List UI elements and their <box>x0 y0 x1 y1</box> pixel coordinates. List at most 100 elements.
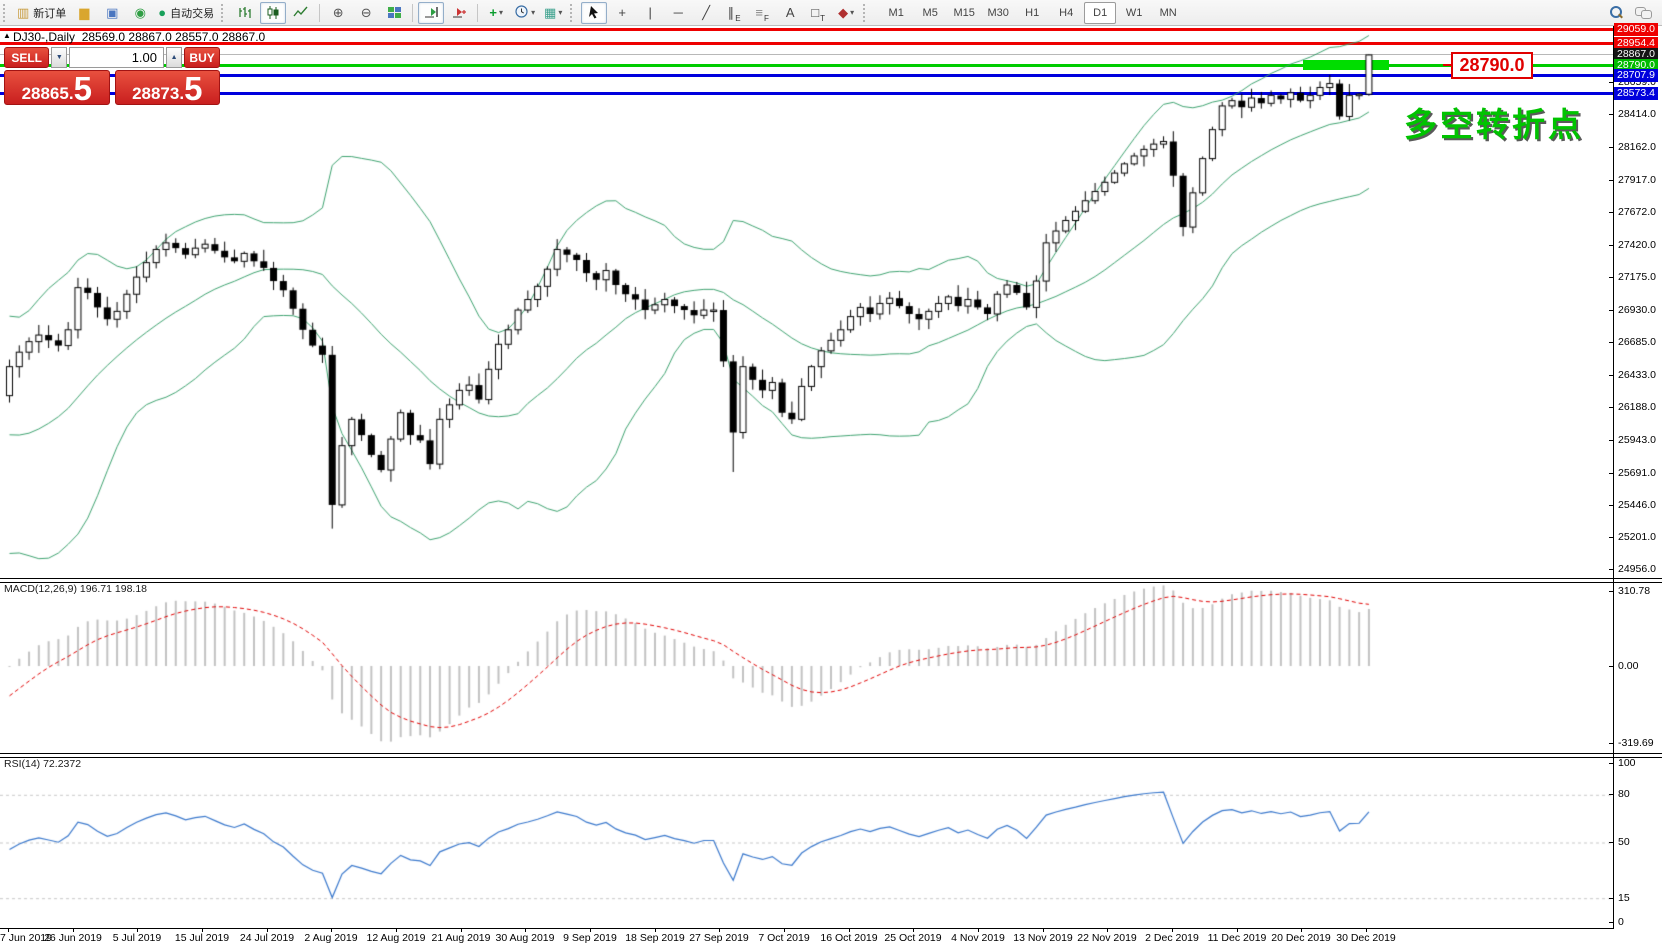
date-label: 20 Dec 2019 <box>1271 932 1331 944</box>
text-annotation[interactable]: 多空转折点 <box>1404 106 1584 143</box>
date-label: 30 Dec 2019 <box>1336 932 1396 944</box>
price-line-label-28867.0: 28867.0 <box>1614 48 1658 62</box>
crosshair-button[interactable]: + <box>609 2 635 24</box>
timeframe-button-M5[interactable]: M5 <box>922 6 938 19</box>
search-icon <box>1608 5 1624 21</box>
signals-button[interactable]: ◉ <box>127 2 153 24</box>
arrows-button[interactable]: ◆ ▾ <box>833 2 859 24</box>
zoom-out-button[interactable]: ⊖ <box>353 2 379 24</box>
date-label: 9 Sep 2019 <box>563 932 617 944</box>
date-tick-mark <box>1172 929 1173 932</box>
timeframe-button-H4[interactable]: H4 <box>1059 6 1074 19</box>
channel-button[interactable]: ∥ E <box>721 2 747 24</box>
date-tick-mark <box>267 929 268 932</box>
chat-button[interactable] <box>1631 2 1657 24</box>
timeframe-button-H1[interactable]: H1 <box>1025 6 1040 19</box>
auto-scroll-button[interactable] <box>418 1 445 24</box>
toolbar-right <box>1602 2 1658 24</box>
bid-price-box[interactable]: 28865. 5 <box>4 70 110 105</box>
price-tick-26433.0: 26433.0 <box>1609 369 1656 382</box>
date-label: 11 Dec 2019 <box>1207 932 1267 944</box>
data-window-button[interactable]: ▣ <box>99 2 125 24</box>
timeframe-button-D1[interactable]: D1 <box>1084 1 1117 24</box>
price-chart-canvas[interactable] <box>0 26 1613 577</box>
volume-input[interactable]: 1.00 <box>69 47 165 68</box>
text-button[interactable]: A <box>777 2 803 24</box>
rsi-pane-bottom-border <box>0 928 1613 929</box>
rsi-pane-separator[interactable] <box>0 753 1662 758</box>
ask-price-box[interactable]: 28873. 5 <box>114 70 220 105</box>
date-label: 13 Nov 2019 <box>1013 932 1073 944</box>
rsi-chart-canvas[interactable] <box>0 756 1613 928</box>
fibonacci-button[interactable]: ≡ F <box>749 2 775 24</box>
bar-chart-button[interactable] <box>232 2 258 24</box>
chart-shift-button[interactable] <box>446 2 472 24</box>
text-label-button[interactable]: □ T <box>805 2 831 24</box>
new-order-icon: ▥ <box>17 5 30 20</box>
date-label: 2 Dec 2019 <box>1145 932 1199 944</box>
toolbar-grip[interactable] <box>863 3 870 22</box>
toolbar-grip[interactable] <box>221 3 228 22</box>
sell-button[interactable]: SELL <box>4 47 50 68</box>
date-label: 30 Aug 2019 <box>495 932 555 944</box>
text-label-icon: □ <box>811 5 820 20</box>
macd-chart-canvas[interactable] <box>0 581 1613 752</box>
rsi-indicator-label: RSI(14) 72.2372 <box>4 758 82 770</box>
chart-profiles-button[interactable]: ▆ <box>71 2 97 24</box>
timeframe-button-M1[interactable]: M1 <box>888 6 904 19</box>
date-label: 21 Aug 2019 <box>431 932 491 944</box>
date-label: 22 Nov 2019 <box>1077 932 1137 944</box>
search-button[interactable] <box>1603 2 1629 24</box>
chart-shift-icon <box>451 5 467 20</box>
timeframe-button-M30[interactable]: M30 <box>987 6 1009 19</box>
price-line-label-28790.0: 28790.0 <box>1614 58 1658 72</box>
price-scale[interactable]: 28659.028414.028162.027917.027672.027420… <box>1608 23 1662 946</box>
zoom-in-icon: ⊕ <box>332 5 344 20</box>
cursor-button[interactable] <box>581 1 608 24</box>
timeframe-button-M15[interactable]: M15 <box>953 6 975 19</box>
hline-button[interactable]: ─ <box>665 2 691 24</box>
templates-button[interactable]: ▦ ▾ <box>540 2 566 24</box>
bid-big-digit: 5 <box>73 70 92 107</box>
zoom-in-button[interactable]: ⊕ <box>325 2 351 24</box>
date-axis[interactable]: 7 Jun 2019 26 Jun 2019 5 Jul 2019 15 Jul 20… <box>0 929 1613 946</box>
macd-pane-separator[interactable] <box>0 578 1662 583</box>
toolbar-grip[interactable] <box>3 3 10 22</box>
indicators-button[interactable]: + ▾ <box>483 2 509 24</box>
volume-increase-button[interactable]: ▲ <box>166 47 183 68</box>
candlestick-button[interactable] <box>260 1 287 24</box>
price-tick-25943.0: 25943.0 <box>1609 434 1656 447</box>
text-icon: A <box>785 5 795 20</box>
chart-ohlc-values: 28569.0 28867.0 28557.0 28867.0 <box>81 30 266 44</box>
new-order-button-label: 新订单 <box>33 7 67 20</box>
fibonacci-button-badge: F <box>764 13 769 23</box>
chat-icon <box>1635 6 1653 20</box>
macd-tick-0.00: 0.00 <box>1608 660 1638 673</box>
timeframe-button-MN[interactable]: MN <box>1159 6 1177 19</box>
line-chart-button[interactable] <box>288 2 314 24</box>
auto-trading-button[interactable]: ● 自动交易 <box>155 2 217 24</box>
trendline-button[interactable]: ╱ <box>693 2 719 24</box>
tile-windows-button[interactable] <box>381 2 407 24</box>
trendline-icon: ╱ <box>702 5 711 20</box>
chart-symbol-period: DJ30-,Daily <box>13 30 76 44</box>
periods-button[interactable]: ▾ <box>511 2 538 24</box>
price-axis-line <box>1613 26 1614 929</box>
window-icon: ▣ <box>106 5 119 20</box>
date-tick-mark <box>913 929 914 932</box>
bid-point: . <box>68 84 74 103</box>
date-tick-mark <box>137 929 138 932</box>
collapse-triangle-icon[interactable]: ▲ <box>3 31 11 40</box>
price-tag-box[interactable]: 28790.0 <box>1443 52 1533 79</box>
buy-button[interactable]: BUY <box>184 47 221 68</box>
date-tick-mark <box>1237 929 1238 932</box>
line-chart-icon <box>293 5 309 20</box>
zoom-out-icon: ⊖ <box>360 5 372 20</box>
timeframe-button-W1[interactable]: W1 <box>1125 6 1143 19</box>
toolbar-grip[interactable] <box>570 3 577 22</box>
vline-button[interactable]: | <box>637 2 663 24</box>
date-tick-mark <box>978 929 979 932</box>
new-order-button[interactable]: ▥ 新订单 <box>14 2 69 24</box>
volume-decrease-button[interactable]: ▼ <box>51 47 68 68</box>
